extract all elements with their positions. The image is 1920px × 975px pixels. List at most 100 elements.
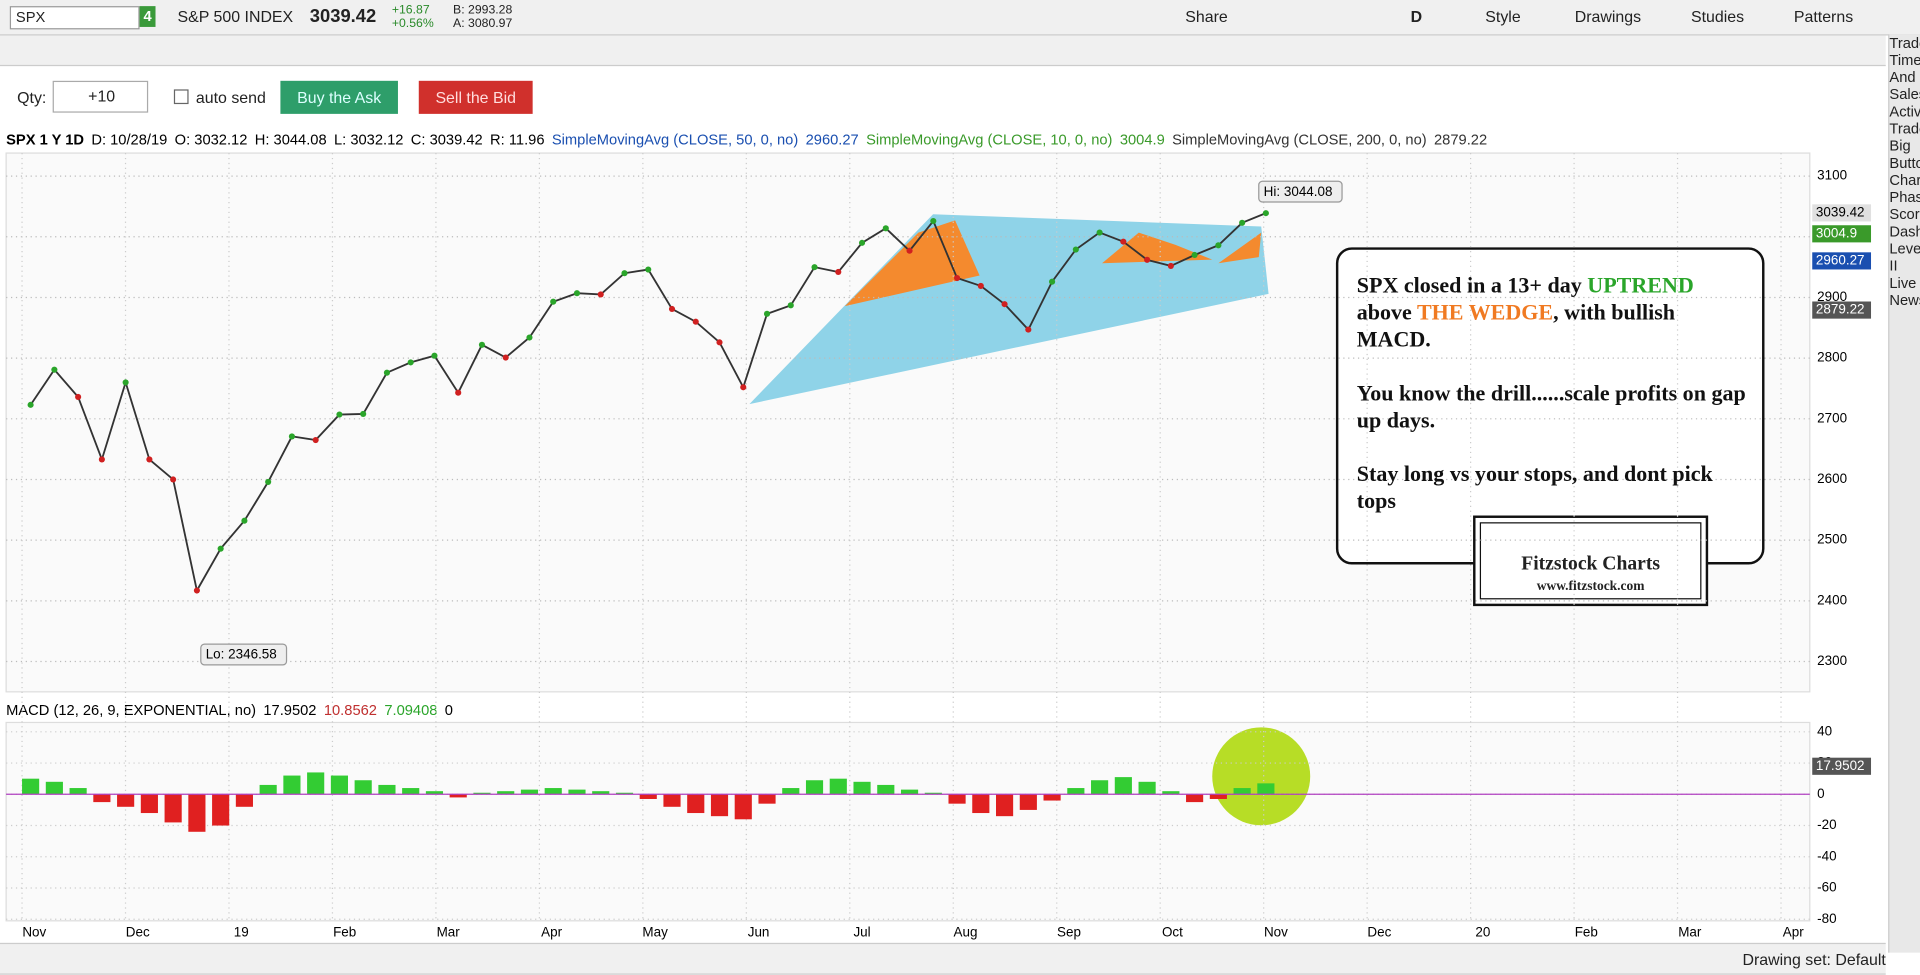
buy-button[interactable]: Buy the Ask [280,80,398,114]
macd-bar [996,794,1014,817]
symbol-input[interactable]: SPX [9,6,140,30]
macd-bar [117,794,135,807]
price-point [1120,238,1127,245]
macd-bar [615,792,634,795]
macd-bar [188,794,206,832]
price-point [478,341,486,348]
annotation-text: You know the drill......scale profits on… [1356,380,1746,433]
annotation-uptrend: UPTREND [1587,273,1694,298]
link-badge[interactable]: 4 [139,6,156,27]
annotation-text: , with bullish MACD. [1356,300,1676,352]
header-item: 7.09408 [384,701,438,719]
price-point [692,318,699,325]
price-point [146,456,153,463]
price-point [98,456,105,463]
side-tab: Live News [1889,274,1920,309]
logo-box [1473,515,1709,607]
macd-bar [45,781,63,795]
macd-bar [330,775,349,795]
macd-header: MACD (12, 26, 9, EXPONENTIAL, no) 17.9502… [6,702,460,719]
studies-button[interactable]: Studies [1691,7,1745,26]
macd-bar [235,794,253,807]
macd-bar [544,788,562,795]
price-point [1144,256,1151,263]
qty-label: Qty: [17,88,47,107]
side-tab: Dashboard [1889,222,1920,241]
price-point [550,298,557,305]
macd-bar [283,775,301,795]
y-tick-label: 2300 [1817,653,1847,668]
x-tick-label: Dec [126,925,150,940]
side-tab: Chart [1889,171,1920,189]
macd-bar [568,789,586,795]
price-point [122,379,129,386]
header-item: 2879.22 [1434,131,1488,149]
patterns-button[interactable]: Patterns [1793,7,1854,26]
macd-bar [1114,777,1132,795]
price-point [668,305,676,313]
x-tick-label: Mar [437,925,461,940]
auto-send-checkbox[interactable] [173,89,189,105]
macd-bar [592,791,610,795]
last-price: 3039.42 [309,6,377,27]
qty-input[interactable]: +10 [52,80,149,113]
price-tag [1812,252,1872,270]
side-tab: Level II [1889,240,1920,275]
macd-bar [1138,781,1156,795]
macd-bar [687,794,705,814]
price-tag [1812,301,1872,319]
description: S&P 500 INDEX [177,7,294,26]
header-item: L: 3032.12 [333,131,404,149]
y-tick-label: -20 [1817,817,1836,832]
macd-bar [710,794,729,817]
price-point [288,433,295,440]
macd-bar [140,794,158,814]
header-item: 17.9502 [263,701,317,719]
timeframe-button[interactable]: D [1410,7,1423,26]
header-item: MACD (12, 26, 9, EXPONENTIAL, no) [6,701,257,719]
drawings-button[interactable]: Drawings [1574,7,1642,26]
header-item: R: 11.96 [490,131,545,149]
macd-bar [1257,783,1275,795]
x-tick-label: Mar [1678,925,1702,940]
annotation-wedge: THE WEDGE [1416,300,1554,325]
price-point [1001,301,1008,308]
price-point [526,334,533,341]
header-item: 3004.9 [1119,131,1165,149]
macd-bar [948,794,966,804]
price-point [858,239,866,246]
price-point [312,436,319,444]
y-tick-label: -40 [1817,848,1836,863]
macd-bar [758,794,776,804]
style-button[interactable]: Style [1485,7,1521,26]
side-tab: Phase Scores [1889,188,1920,223]
net-change: +16.87 [391,3,430,18]
macd-panel [5,721,1811,922]
macd-bar [782,788,800,795]
price-point [51,366,58,373]
price-point [763,310,771,317]
sell-button[interactable]: Sell the Bid [418,80,533,114]
macd-bar [972,794,990,814]
drawing-set[interactable]: Drawing set: Default [1742,950,1886,969]
header-item: D: 10/28/19 [91,131,168,149]
price-point [930,217,937,225]
hi-label: Hi: 3044.08 [1264,184,1333,199]
y-tick-label: 3100 [1817,168,1847,183]
auto-send-label: auto send [195,88,266,107]
price-point [1215,242,1222,249]
macd-bar [734,794,752,820]
price-point [360,410,367,418]
share-button[interactable]: Share [1185,7,1228,26]
header-item: C: 3039.42 [410,131,483,149]
wedge-fill [844,220,980,307]
x-tick-label: Feb [1575,925,1598,940]
price-point [1167,262,1174,269]
price-point [977,282,984,289]
macd-bar [1067,788,1085,795]
macd-bar [449,794,467,798]
y-tick-label: 2400 [1817,592,1847,607]
pct-change: +0.56% [391,17,434,31]
side-tab: Big Buttons [1889,137,1920,172]
